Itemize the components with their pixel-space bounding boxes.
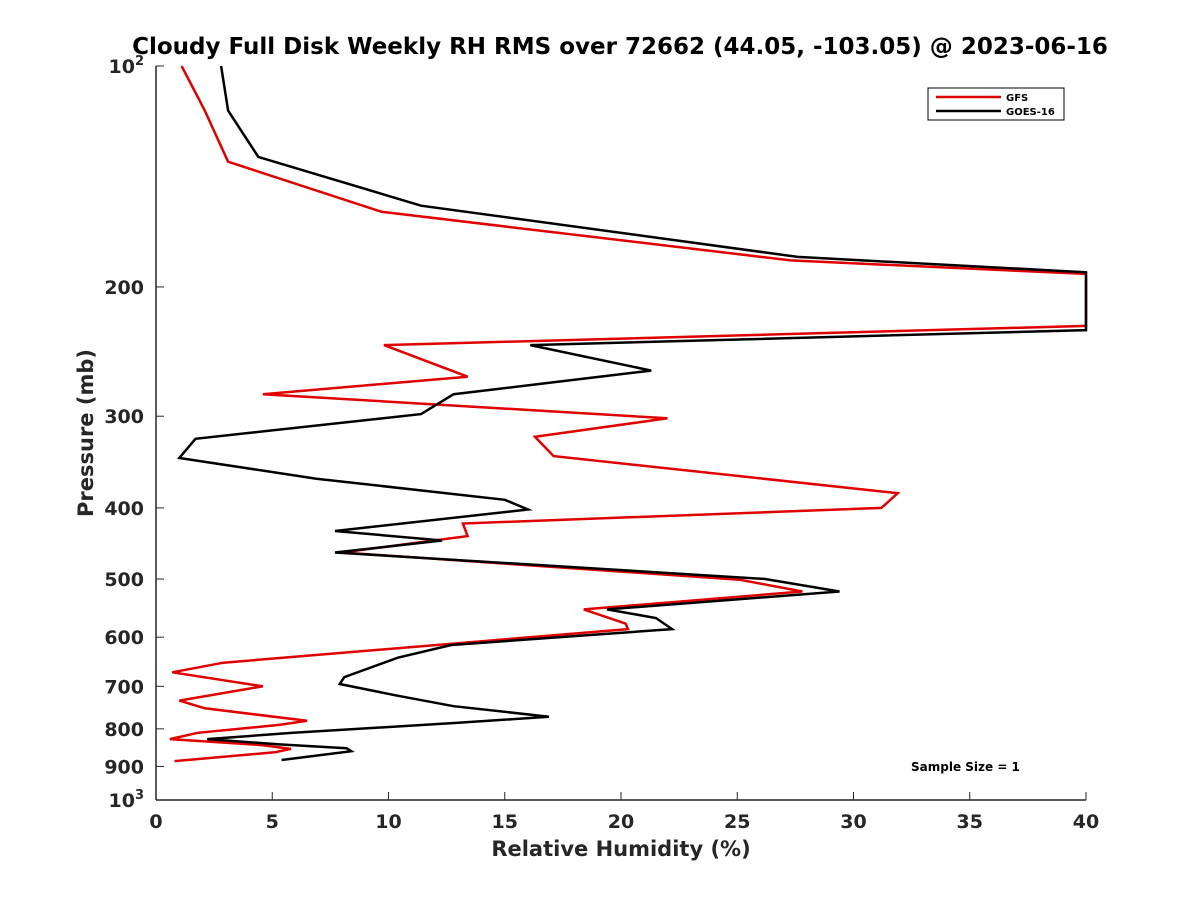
legend-label-gfs: GFS [1006, 93, 1028, 104]
series-line-goes16 [176, 65, 1088, 762]
y-tick-label: 400 [104, 498, 144, 520]
series-layer [169, 65, 1088, 763]
sample-size-annotation: Sample Size = 1 [911, 760, 1020, 774]
x-axis-label: Relative Humidity (%) [491, 837, 750, 861]
y-tick-label: 600 [104, 627, 144, 649]
y-tick-label: 700 [104, 676, 144, 698]
y-tick-label: 300 [104, 406, 144, 428]
x-tick-label: 10 [375, 811, 401, 833]
y-tick-label: 103 [109, 788, 145, 812]
x-tick-label: 25 [724, 811, 750, 833]
x-tick-label: 35 [957, 811, 983, 833]
x-tick-label: 15 [492, 811, 518, 833]
y-tick-label: 900 [104, 756, 144, 778]
x-tick-label: 5 [266, 811, 279, 833]
legend-box [927, 87, 1065, 121]
x-tick-label: 30 [840, 811, 866, 833]
chart-title: Cloudy Full Disk Weekly RH RMS over 7266… [132, 34, 1108, 60]
x-tick-label: 0 [149, 811, 162, 833]
y-tick-label: 200 [104, 277, 144, 299]
x-tick-label: 40 [1073, 811, 1099, 833]
y-tick-label: 102 [109, 54, 145, 78]
y-tick-label: 800 [104, 719, 144, 741]
y-tick-label: 500 [104, 569, 144, 591]
legend-label-goes16: GOES-16 [1006, 107, 1055, 118]
series-line-gfs [169, 65, 1088, 763]
y-axis-ticks: 102 200 300 400 500 600 700 800 900 103 [104, 54, 164, 812]
y-axis-label: Pressure (mb) [74, 349, 98, 517]
x-axis-ticks: 0 5 10 15 20 25 30 35 40 [149, 792, 1099, 833]
x-tick-label: 20 [608, 811, 634, 833]
legend: GFS GOES-16 [927, 87, 1065, 121]
